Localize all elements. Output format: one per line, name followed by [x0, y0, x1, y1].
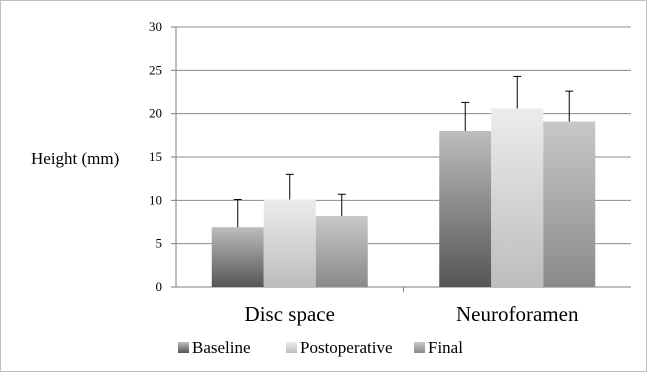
y-tick-label: 10 — [149, 192, 162, 207]
bar-postoperative-1 — [491, 108, 544, 287]
legend-swatch-baseline — [178, 342, 189, 353]
x-tick-label: Neuroforamen — [456, 302, 579, 326]
legend-swatch-postoperative — [286, 342, 297, 353]
legend: Baseline Postoperative Final — [178, 338, 463, 357]
y-tick-label: 25 — [149, 62, 162, 77]
y-tick-label: 20 — [149, 106, 162, 121]
y-tick-label: 0 — [156, 279, 163, 294]
bar-baseline-1 — [439, 131, 492, 287]
y-tick-label: 30 — [149, 19, 162, 34]
error-bars — [233, 75, 574, 228]
y-tick-label: 5 — [156, 236, 163, 251]
x-tick-label: Disc space — [245, 302, 335, 326]
legend-label-postoperative: Postoperative — [300, 338, 393, 357]
bar-final-0 — [315, 215, 368, 287]
legend-label-baseline: Baseline — [192, 338, 251, 357]
legend-label-final: Final — [428, 338, 463, 357]
bar-baseline-0 — [211, 227, 264, 287]
bars — [211, 108, 596, 287]
tick-labels: 0 5 10 15 20 25 30 Disc space Neuroforamen — [149, 19, 579, 326]
y-axis-label: Height (mm) — [31, 149, 119, 168]
legend-swatch-final — [414, 342, 425, 353]
y-tick-label: 15 — [149, 149, 162, 164]
bar-final-1 — [543, 121, 596, 287]
bar-postoperative-0 — [263, 199, 316, 287]
